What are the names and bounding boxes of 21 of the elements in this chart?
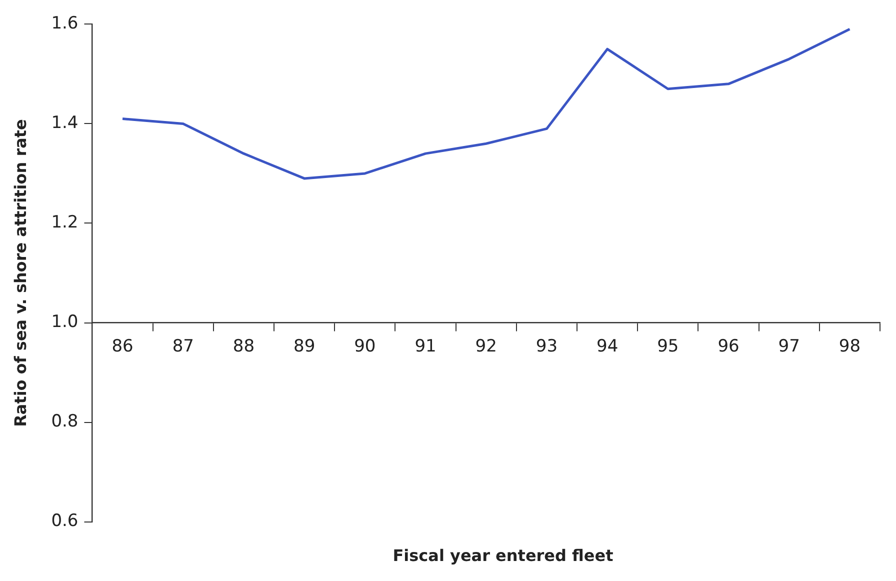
x-tick-label: 89	[294, 336, 316, 356]
y-tick-label: 1.6	[51, 14, 78, 34]
x-tick-label: 96	[718, 336, 740, 356]
y-axis-title: Ratio of sea v. shore attrition rate	[10, 118, 30, 427]
y-tick-label: 1.4	[51, 113, 78, 134]
x-tick-label: 88	[232, 336, 255, 356]
x-axis-title: Fiscal year entered fleet	[392, 546, 614, 565]
x-tick-label: 87	[172, 336, 194, 356]
x-tick-label: 92	[475, 336, 497, 356]
x-tick-label: 86	[112, 336, 134, 356]
x-tick-label: 93	[536, 336, 558, 356]
x-tick-label: 95	[657, 336, 679, 356]
y-tick-label: 1.0	[51, 312, 78, 332]
x-tick-label: 91	[414, 336, 436, 356]
y-tick-label: 1.2	[51, 212, 78, 233]
x-tick-label: 97	[778, 336, 800, 356]
x-tick-label: 90	[354, 336, 376, 356]
x-tick-label: 98	[838, 336, 861, 356]
y-tick-label: 0.6	[51, 511, 78, 532]
y-tick-label: 0.8	[51, 412, 78, 432]
x-tick-label: 94	[596, 336, 618, 356]
